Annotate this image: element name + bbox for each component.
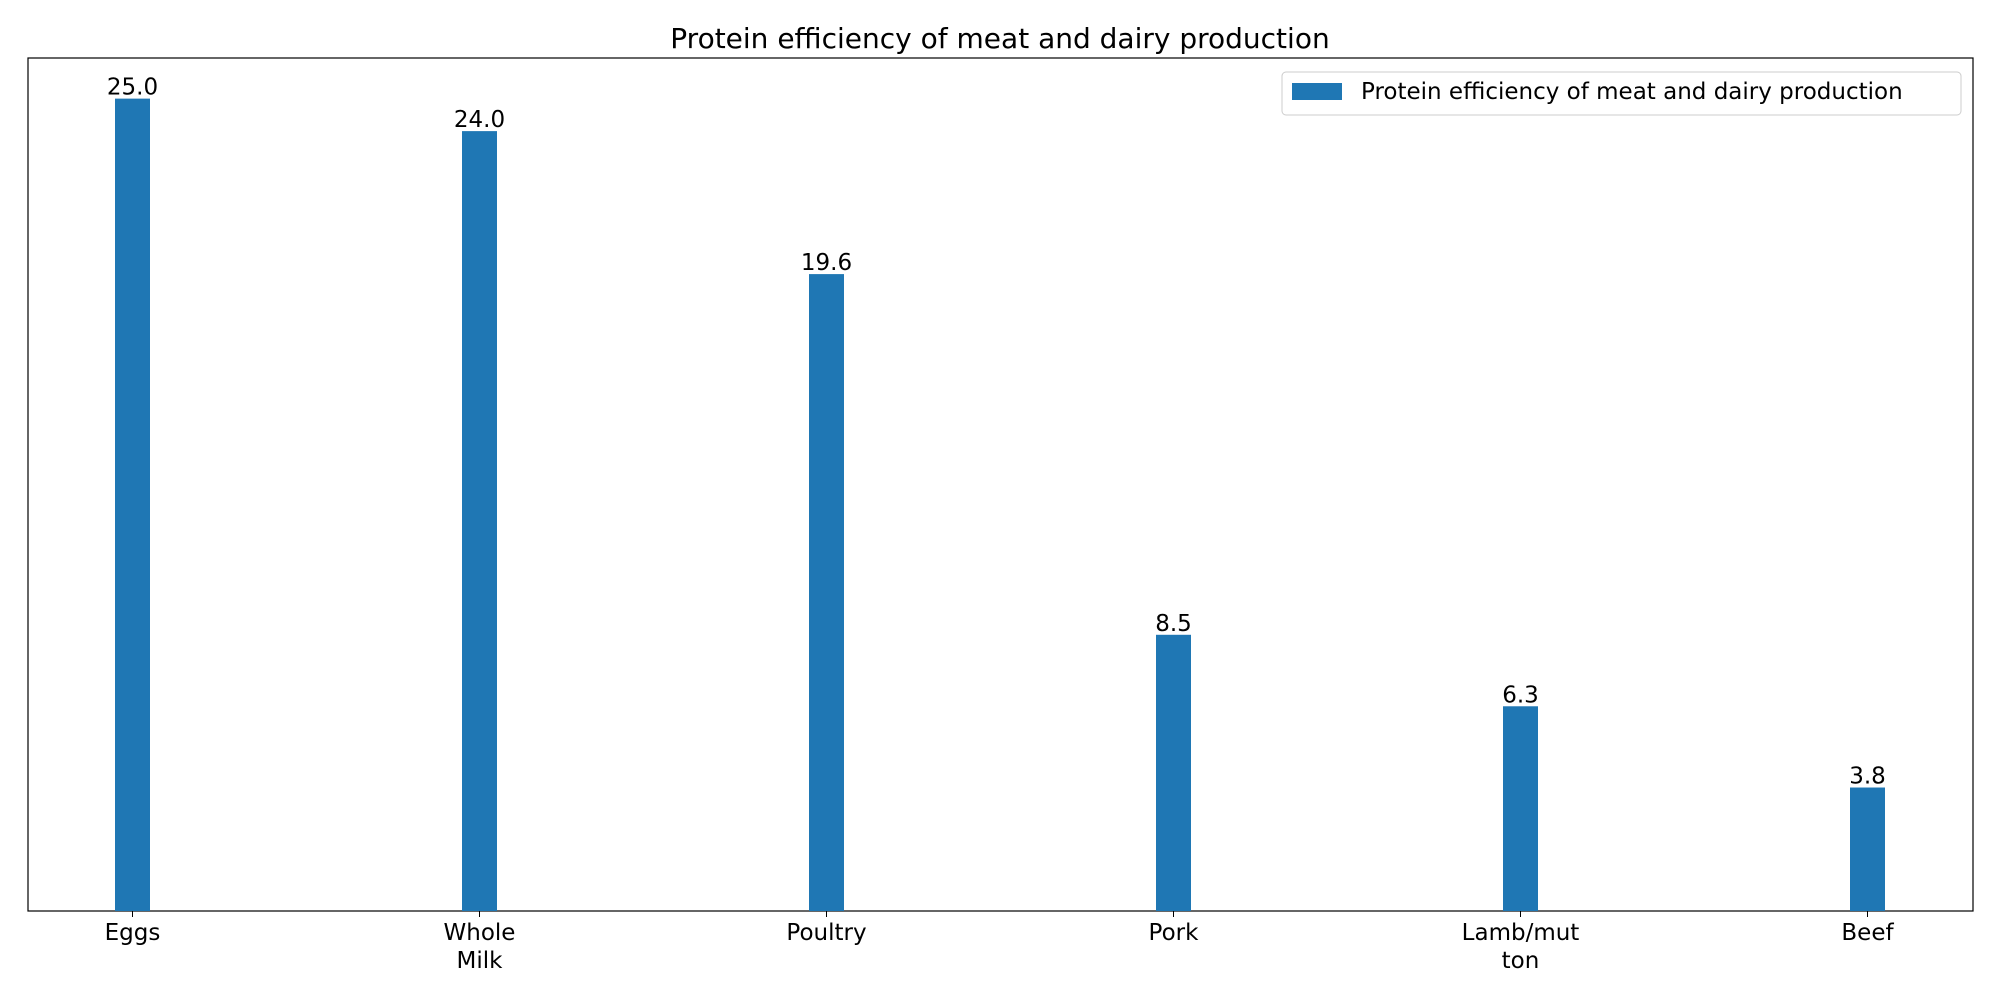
- x-tick-label: ton: [1502, 948, 1540, 974]
- legend-swatch: [1292, 83, 1342, 100]
- bar: [809, 274, 844, 911]
- x-tick-label: Lamb/mut: [1462, 920, 1580, 946]
- x-tick-label: Beef: [1841, 920, 1894, 946]
- bar: [115, 98, 150, 912]
- x-tick-label: Poultry: [786, 920, 866, 946]
- data-label: 6.3: [1502, 682, 1539, 708]
- plot-area-frame: [27, 57, 1974, 912]
- legend-label: Protein efficiency of meat and dairy pro…: [1361, 79, 1903, 105]
- bar: [1503, 706, 1538, 911]
- data-label: 3.8: [1849, 764, 1886, 790]
- bar: [462, 131, 497, 912]
- legend: Protein efficiency of meat and dairy pro…: [1281, 71, 1962, 116]
- x-tick-label: Milk: [457, 948, 504, 974]
- data-label: 8.5: [1155, 611, 1192, 637]
- chart-title: Protein efficiency of meat and dairy pro…: [670, 22, 1329, 55]
- data-label: 25.0: [107, 75, 158, 101]
- bar: [1850, 787, 1885, 911]
- legend-frame: [1281, 71, 1962, 116]
- x-tick-label: Pork: [1149, 920, 1200, 946]
- data-label: 19.6: [801, 250, 852, 276]
- bar: [1156, 634, 1191, 911]
- x-tick-label: Whole: [444, 920, 516, 946]
- data-labels-group: 25.0 24.0 19.6 8.5 6.3 3.8: [107, 75, 1886, 790]
- x-tick-label: Eggs: [105, 920, 161, 946]
- bars-group: [115, 98, 1885, 912]
- data-label: 24.0: [454, 107, 505, 133]
